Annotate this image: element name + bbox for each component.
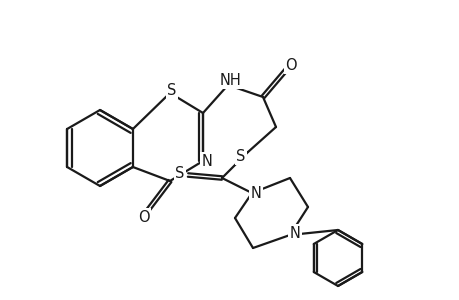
Text: S: S bbox=[167, 82, 176, 98]
Text: NH: NH bbox=[220, 73, 241, 88]
Text: O: O bbox=[138, 209, 150, 224]
Text: S: S bbox=[175, 166, 184, 181]
Text: N: N bbox=[201, 154, 212, 169]
Text: S: S bbox=[236, 148, 245, 164]
Text: N: N bbox=[289, 226, 300, 241]
Text: O: O bbox=[285, 58, 296, 73]
Text: N: N bbox=[250, 185, 261, 200]
